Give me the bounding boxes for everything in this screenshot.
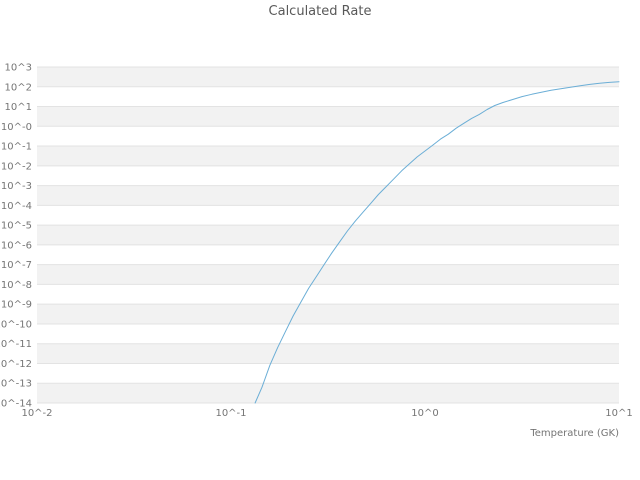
x-tick-label: 10^1	[605, 408, 632, 419]
y-tick-label: 10^-8	[1, 280, 32, 291]
y-tick-label: 10^-5	[1, 221, 32, 232]
y-axis-tick-labels: 10^3 10^2 10^1 10^-0 10^-1 10^-2 10^-3 10^-4 10^…	[0, 63, 32, 410]
y-tick-label: 10^1	[5, 102, 32, 113]
y-tick-label: 10^-7	[1, 260, 32, 271]
plot-band	[37, 383, 619, 403]
y-tick-label: 10^-14	[0, 399, 32, 410]
y-tick-label: 10^-6	[1, 240, 32, 251]
plot-band	[37, 106, 619, 127]
y-tick-label: 10^-11	[0, 339, 32, 350]
y-tick-label: 10^-12	[0, 359, 32, 370]
x-tick-label: 10^0	[411, 408, 438, 419]
x-tick-label: 10^-2	[21, 408, 52, 419]
plot-band	[37, 146, 619, 166]
y-tick-label: 10^-10	[0, 319, 32, 330]
chart-title: Calculated Rate	[268, 4, 372, 19]
y-tick-label: 10^-4	[1, 201, 32, 212]
x-axis-tick-labels: 10^-2 10^-1 10^0 10^1	[21, 408, 632, 419]
plot-band	[37, 343, 619, 364]
y-tick-label: 10^2	[5, 82, 32, 93]
plot-bands	[37, 67, 619, 403]
rate-curve	[254, 81, 620, 404]
y-tick-label: 10^-13	[0, 379, 32, 390]
y-tick-label: 10^3	[5, 63, 32, 74]
y-tick-label: 10^-1	[1, 142, 32, 153]
plot-band	[37, 304, 619, 324]
y-tick-label: 10^-3	[1, 181, 32, 192]
y-tick-label: 10^-0	[1, 122, 32, 133]
y-tick-label: 10^-9	[1, 300, 32, 311]
gridlines	[37, 66, 619, 404]
y-tick-label: 10^-2	[1, 161, 32, 172]
plot-band	[37, 225, 619, 245]
x-axis-label: Temperature (GK)	[529, 428, 619, 439]
plot-band	[37, 264, 619, 285]
plot-band	[37, 67, 619, 87]
plot-band	[37, 185, 619, 206]
x-tick-label: 10^-1	[215, 408, 246, 419]
